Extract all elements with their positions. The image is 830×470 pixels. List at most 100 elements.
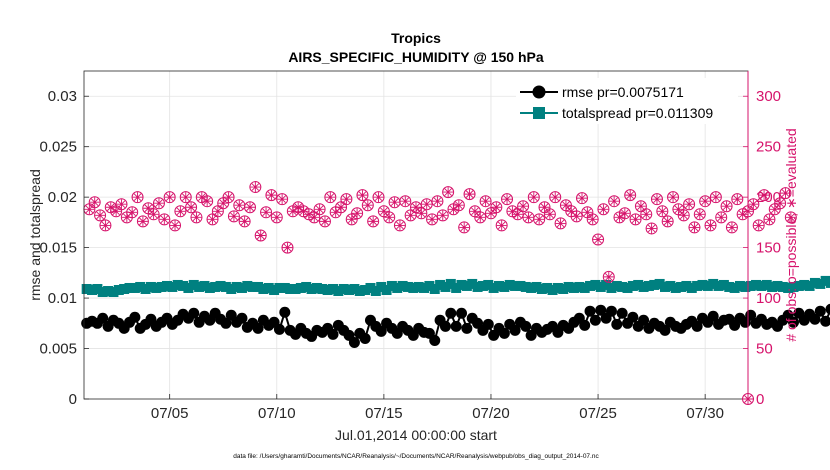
possible-point: [592, 233, 605, 246]
y-tick-label-left: 0.03: [48, 88, 77, 105]
evaluated-point: [245, 202, 255, 213]
totalspread-point: [365, 282, 376, 293]
totalspread-point: [660, 281, 670, 292]
totalspread-point: [135, 281, 146, 292]
evaluated-point: [764, 214, 775, 225]
evaluated-point: [121, 212, 132, 223]
possible-point: [784, 211, 797, 224]
possible-point: [576, 192, 588, 205]
x-tick-label: 07/20: [472, 405, 510, 422]
totalspread-point: [92, 283, 103, 294]
totalspread-point: [799, 279, 810, 290]
evaluated-point: [223, 192, 234, 203]
totalspread-point: [585, 280, 596, 291]
totalspread-point: [804, 280, 815, 291]
totalspread-point: [156, 281, 167, 292]
evaluated-point: [630, 214, 641, 225]
totalspread-point: [472, 281, 483, 292]
possible-point: [699, 195, 712, 208]
totalspread-point: [579, 282, 590, 293]
evaluated-point: [255, 230, 266, 241]
totalspread-point: [622, 282, 633, 293]
totalspread-point: [242, 280, 253, 291]
evaluated-point: [143, 203, 154, 214]
evaluated-point: [298, 206, 309, 217]
possible-point: [126, 206, 139, 219]
possible-point: [602, 270, 615, 283]
rmse-point: [439, 320, 451, 332]
evaluated-point: [759, 190, 770, 201]
evaluated-point: [700, 196, 711, 207]
possible-point: [693, 208, 706, 221]
rmse-point: [788, 316, 800, 328]
evaluated-point: [250, 182, 261, 193]
rmse-point: [450, 320, 462, 332]
evaluated-point: [496, 220, 507, 231]
totalspread-point: [435, 279, 446, 290]
evaluated-point: [116, 199, 127, 210]
evaluated-point: [405, 210, 416, 221]
totalspread-point: [376, 281, 387, 292]
evaluated-point: [127, 207, 138, 218]
evaluated-point: [502, 194, 513, 205]
rmse-point: [252, 322, 264, 334]
y-axis-label-right: # of obs: o=possible; ∗=evaluated: [783, 128, 799, 341]
rmse-point: [236, 312, 248, 324]
totalspread-point: [279, 282, 290, 293]
totalspread-point: [129, 282, 140, 293]
totalspread-point: [258, 283, 269, 294]
rmse-point: [327, 328, 339, 340]
totalspread-point: [563, 281, 574, 292]
possible-point: [94, 209, 107, 222]
totalspread-point: [595, 281, 606, 292]
totalspread-point: [108, 287, 119, 298]
evaluated-point: [673, 204, 684, 215]
evaluated-point: [325, 192, 336, 203]
totalspread-point: [558, 283, 569, 294]
y-tick-label-right: 300: [756, 88, 781, 105]
rmse-point: [707, 310, 719, 322]
totalspread-point: [119, 283, 130, 294]
possible-point: [608, 195, 621, 208]
possible-point: [731, 193, 744, 206]
evaluated-point: [577, 193, 587, 204]
possible-point: [254, 229, 267, 242]
evaluated-point: [721, 201, 732, 212]
evaluated-point: [737, 209, 748, 220]
possible-point: [725, 221, 738, 234]
evaluated-point: [732, 194, 743, 205]
rmse-point: [482, 318, 494, 330]
grid: [84, 71, 748, 399]
evaluated-point: [480, 196, 491, 207]
possible-point: [431, 195, 444, 208]
totalspread-point: [633, 279, 644, 290]
totalspread-point: [692, 280, 703, 291]
totalspread-point: [199, 280, 210, 291]
totalspread-point: [729, 282, 740, 293]
possible-point: [458, 221, 471, 234]
evaluated-point: [228, 211, 239, 222]
evaluated-point: [234, 200, 245, 211]
possible-point: [361, 199, 374, 212]
totalspread-point: [172, 279, 183, 290]
totalspread-point: [510, 280, 521, 291]
totalspread-point: [333, 286, 344, 297]
possible-point: [586, 213, 599, 226]
possible-point: [276, 193, 289, 206]
totalspread-point: [756, 280, 767, 291]
totalspread-point: [274, 282, 285, 293]
evaluated-point: [309, 212, 320, 223]
possible-point: [645, 222, 658, 235]
rmse-point: [359, 332, 371, 344]
totalspread-point: [247, 281, 258, 292]
evaluated-point: [159, 214, 170, 225]
evaluated-point: [378, 206, 389, 217]
totalspread-point: [654, 278, 665, 289]
totalspread-point: [103, 286, 114, 297]
evaluated-point: [346, 214, 357, 225]
totalspread-point: [488, 282, 499, 293]
totalspread-point: [483, 279, 494, 290]
evaluated-point: [180, 192, 191, 203]
x-tick-label: 07/10: [258, 405, 296, 422]
zero-count-marker: [742, 393, 754, 405]
